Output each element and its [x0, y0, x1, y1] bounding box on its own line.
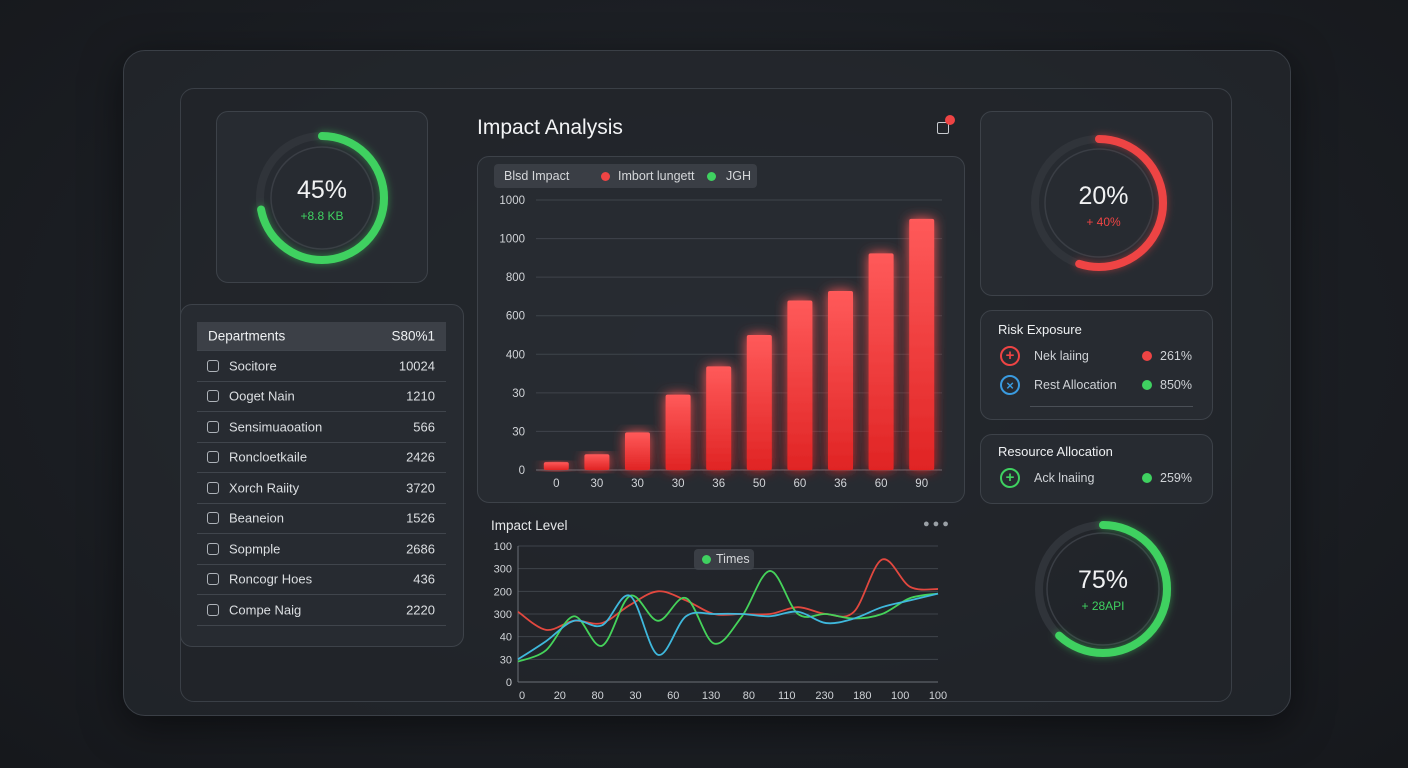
- resource-allocation-card: [980, 434, 1213, 504]
- department-row[interactable]: Compe Naig 2220: [197, 595, 446, 626]
- department-row[interactable]: Xorch Raiity 3720: [197, 473, 446, 504]
- resource-item-0-label: Ack lnaiing: [1034, 471, 1095, 485]
- home-icon: [207, 359, 219, 372]
- resource-item-0[interactable]: + Ack lnaiing 259%: [1000, 466, 1195, 492]
- calendar-icon: [207, 451, 219, 464]
- gauge-1-arc: [256, 132, 388, 264]
- globe-icon: [207, 603, 219, 616]
- departments-title: Departments: [208, 328, 286, 344]
- risk-item-1-label: Rest Allocation: [1034, 378, 1117, 392]
- grid-icon: [207, 481, 219, 494]
- gauge-card-2: 20% + 40%: [980, 111, 1213, 296]
- bar-legend: Blsd Impact Imbort lungett JGH: [494, 164, 757, 188]
- department-row[interactable]: Ooget Nain 1210: [197, 382, 446, 412]
- plus-circle-icon: +: [1000, 468, 1020, 488]
- department-value: 10024: [398, 358, 435, 374]
- plus-circle-icon: +: [1000, 346, 1020, 366]
- legend-dot-green: [707, 172, 716, 181]
- departments-table: Departments S80%1 Socitore 10024 Ooget Nai…: [197, 322, 446, 626]
- line-legend-label: Times: [716, 552, 750, 566]
- department-label: Sensimuaoation: [229, 419, 323, 435]
- departments-header-value: S80%1: [391, 328, 435, 344]
- gauge-3-value: 75%: [1077, 566, 1129, 594]
- department-row[interactable]: Roncogr Hoes 436: [197, 565, 446, 595]
- department-label: Sopmple: [229, 541, 281, 557]
- grid-icon: [207, 542, 219, 555]
- gauge-card-1: 45% +8.8 KB: [216, 111, 428, 283]
- legend-blsd-impact: Blsd Impact: [504, 169, 570, 183]
- gauge-3-sub: + 28API: [1081, 599, 1125, 613]
- department-label: Beaneion: [229, 510, 284, 526]
- department-value: 1526: [406, 510, 435, 526]
- department-row[interactable]: Sopmple 2686: [197, 534, 446, 565]
- resource-item-0-value: 259%: [1160, 471, 1192, 485]
- risk-divider: [1030, 406, 1193, 407]
- gauge-2-svg: [1031, 135, 1167, 271]
- department-row[interactable]: Roncloetkaile 2426: [197, 443, 446, 473]
- department-value: 436: [413, 571, 435, 587]
- risk-item-1-dot: [1142, 380, 1152, 390]
- resource-item-0-dot: [1142, 473, 1152, 483]
- close-circle-icon: ×: [1000, 375, 1020, 395]
- department-value: 3720: [406, 480, 435, 496]
- gauge-2-value: 20%: [1078, 182, 1129, 210]
- department-row[interactable]: Beaneion 1526: [197, 504, 446, 534]
- department-label: Roncloetkaile: [229, 449, 308, 465]
- departments-header: Departments S80%1: [197, 322, 446, 351]
- department-row[interactable]: Sensimuaoation 566: [197, 412, 446, 443]
- legend-imbort: Imbort lungett: [618, 169, 695, 183]
- department-value: 1210: [406, 388, 435, 404]
- legend-jgh: JGH: [726, 169, 751, 183]
- risk-item-1-value: 850%: [1160, 378, 1192, 392]
- department-value: 2686: [406, 541, 435, 557]
- department-label: Xorch Raiity: [229, 480, 300, 496]
- more-options-icon[interactable]: ●●●: [923, 518, 952, 530]
- legend-dot-red: [601, 172, 610, 181]
- gauge-2-arc: [1031, 135, 1167, 271]
- chat-icon: [207, 420, 219, 433]
- risk-item-0-value: 261%: [1160, 349, 1192, 363]
- resource-allocation-title: Resource Allocation: [998, 444, 1113, 459]
- file-icon: [207, 573, 219, 586]
- risk-exposure-title: Risk Exposure: [998, 322, 1082, 337]
- department-value: 2220: [406, 602, 435, 618]
- risk-item-0-dot: [1142, 351, 1152, 361]
- box-icon: [207, 390, 219, 403]
- gauge-1-sub: +8.8 KB: [300, 209, 344, 223]
- department-value: 2426: [406, 449, 435, 465]
- department-label: Compe Naig: [229, 602, 302, 618]
- risk-item-0-label: Nek laiing: [1034, 349, 1089, 363]
- department-value: 566: [413, 419, 435, 435]
- risk-item-1[interactable]: × Rest Allocation 850%: [1000, 373, 1195, 399]
- gauge-1-value: 45%: [296, 176, 348, 204]
- gauge-1-svg: [256, 132, 388, 264]
- gauge-2-sub: + 40%: [1086, 215, 1121, 229]
- line-legend-dot: [702, 555, 711, 564]
- department-row[interactable]: Socitore 10024: [197, 351, 446, 382]
- gauge-3-svg: [1035, 521, 1171, 657]
- bar-chart-card: [477, 156, 965, 503]
- departments-card: [180, 304, 464, 647]
- page-title: Impact Analysis: [477, 116, 623, 139]
- department-label: Roncogr Hoes: [229, 571, 313, 587]
- risk-item-0[interactable]: + Nek laiing 261%: [1000, 344, 1195, 370]
- diamond-icon: [207, 512, 219, 525]
- impact-level-title: Impact Level: [491, 518, 568, 533]
- notification-dot: [945, 115, 955, 125]
- gauge-3-arc: [1035, 521, 1171, 657]
- line-legend: Times: [694, 549, 754, 570]
- risk-exposure-card: [980, 310, 1213, 420]
- export-icon[interactable]: [937, 122, 949, 134]
- department-label: Ooget Nain: [229, 388, 295, 404]
- department-label: Socitore: [229, 358, 277, 374]
